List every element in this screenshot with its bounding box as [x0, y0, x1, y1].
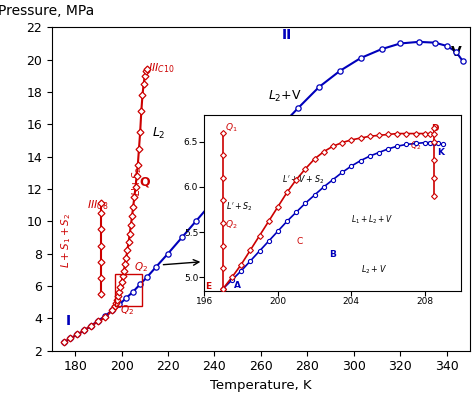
Text: Q: Q — [139, 176, 150, 189]
Text: $Q_2$: $Q_2$ — [134, 260, 148, 274]
Text: II: II — [282, 29, 292, 42]
X-axis label: Temperature, K: Temperature, K — [210, 379, 312, 392]
Text: V: V — [451, 46, 462, 59]
Text: I: I — [66, 314, 71, 328]
Text: $Q_2$: $Q_2$ — [120, 303, 135, 317]
Text: Pressure, MPa: Pressure, MPa — [0, 4, 94, 17]
Text: $L$'$+S_2$: $L$'$+S_2$ — [130, 166, 144, 196]
Bar — [115, 274, 143, 306]
Text: $III_{C10}$: $III_{C10}$ — [148, 61, 175, 75]
Text: $L+S_1+S_2$: $L+S_1+S_2$ — [59, 213, 73, 268]
Text: $III_{C8}$: $III_{C8}$ — [87, 198, 109, 212]
Text: $L_2$+V: $L_2$+V — [268, 89, 301, 104]
Text: $L_2$: $L_2$ — [152, 126, 165, 141]
